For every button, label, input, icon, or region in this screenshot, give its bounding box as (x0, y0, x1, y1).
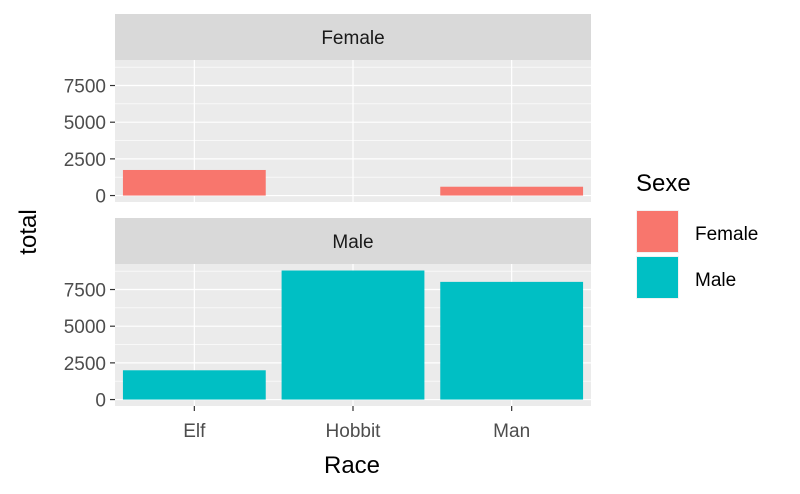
y-tick-label: 2500 (64, 150, 106, 171)
facet-panel-female: Female 0 2500 5000 7500 (64, 14, 591, 208)
facet-strip-label: Female (321, 28, 384, 49)
y-tick-label: 5000 (64, 317, 106, 338)
bar-male-elf (122, 370, 266, 400)
bar-male-hobbit (281, 270, 425, 400)
bar-male-man (440, 281, 584, 400)
facet-strip (115, 218, 591, 264)
x-tick-label: Elf (183, 421, 206, 442)
legend-title: Sexe (636, 170, 691, 197)
legend-label-female: Female (695, 224, 758, 245)
x-axis-title: Race (324, 452, 380, 479)
y-axis-title: total (15, 209, 42, 254)
y-tick-label: 2500 (64, 354, 106, 375)
x-tick-label: Man (493, 421, 530, 442)
bar-female-man (440, 186, 584, 196)
bar-female-elf (122, 169, 266, 196)
facet-strip-label: Male (332, 232, 373, 253)
y-tick-label: 7500 (64, 77, 106, 98)
legend-label-male: Male (695, 270, 736, 291)
y-tick-label: 7500 (64, 281, 106, 302)
legend: Sexe Female Male (636, 170, 758, 299)
legend-swatch-male (637, 257, 678, 298)
x-axis: Elf Hobbit Man (183, 406, 530, 442)
facet-panels: Female 0 2500 5000 7500 Male 0 2500 5000 7500 (64, 14, 591, 412)
legend-swatch-female (637, 211, 678, 252)
facet-panel-male: Male 0 2500 5000 7500 (64, 218, 591, 412)
facet-strip (115, 14, 591, 60)
y-tick-label: 0 (95, 391, 106, 412)
y-tick-label: 0 (95, 187, 106, 208)
x-tick-label: Hobbit (326, 421, 382, 442)
y-tick-label: 5000 (64, 113, 106, 134)
